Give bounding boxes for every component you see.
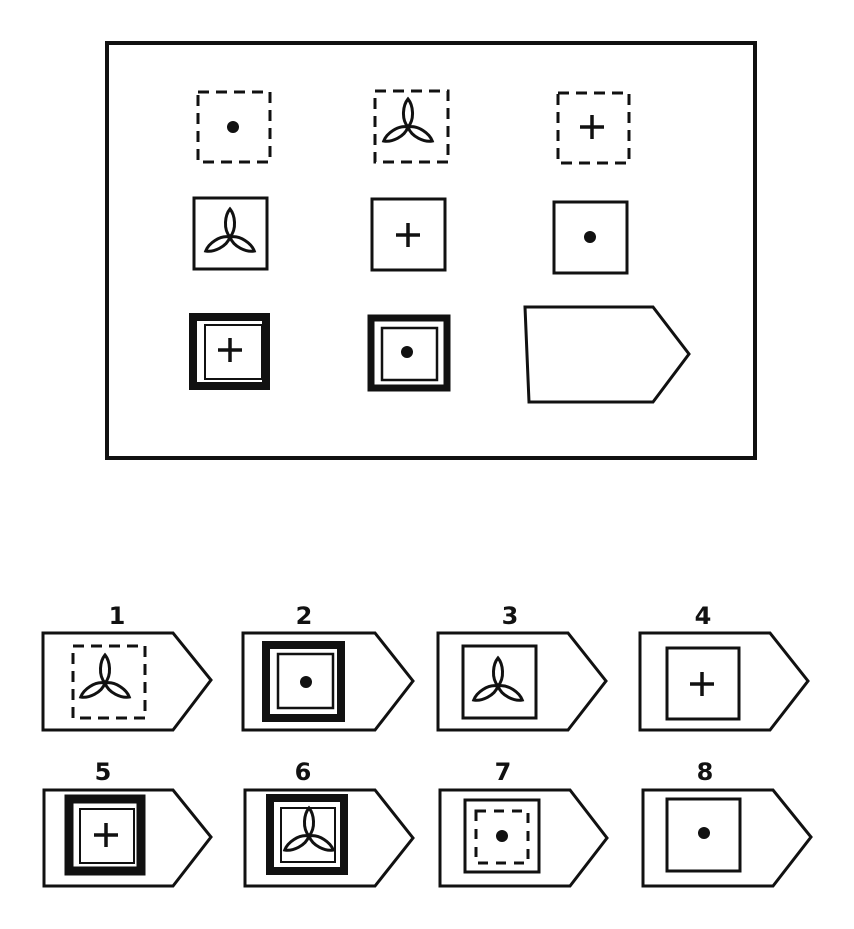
answer-option-7[interactable]: 7 — [438, 758, 609, 888]
option-number: 5 — [95, 758, 112, 786]
matrix-cell-r3c2 — [367, 314, 451, 392]
matrix-cell-r2c2 — [370, 197, 447, 272]
dot-icon — [698, 827, 710, 839]
option-number: 6 — [295, 758, 312, 786]
matrix-frame — [105, 41, 757, 460]
answer-option-1[interactable]: 1 — [41, 602, 213, 732]
matrix-cell-r3c1 — [189, 313, 270, 390]
matrix-cell-r2c1 — [192, 196, 269, 271]
dot-icon — [401, 346, 413, 358]
plus-icon — [578, 113, 606, 141]
option-number: 4 — [695, 602, 712, 630]
option-number: 8 — [697, 758, 714, 786]
answer-option-5[interactable]: 5 — [42, 758, 213, 888]
matrix-cell-r1c3 — [556, 91, 631, 165]
answer-option-8[interactable]: 8 — [641, 758, 813, 888]
dot-icon — [584, 231, 596, 243]
plus-icon — [216, 336, 244, 364]
missing-cell-placeholder — [523, 305, 691, 404]
option-number: 3 — [502, 602, 519, 630]
plus-icon — [394, 221, 422, 249]
option-number: 2 — [296, 602, 313, 630]
option-number: 7 — [495, 758, 512, 786]
answer-option-2[interactable]: 2 — [241, 602, 415, 732]
answer-option-3[interactable]: 3 — [436, 602, 608, 732]
answer-option-6[interactable]: 6 — [243, 758, 415, 888]
dot-icon — [227, 121, 239, 133]
trefoil-icon — [201, 207, 259, 257]
answer-option-4[interactable]: 4 — [638, 602, 810, 732]
option-number: 1 — [109, 602, 126, 630]
dot-icon — [496, 830, 508, 842]
trefoil-icon — [379, 97, 437, 147]
matrix-cell-r2c3 — [552, 200, 629, 275]
matrix-cell-r1c2 — [373, 89, 450, 164]
dot-icon — [300, 676, 312, 688]
matrix-cell-r1c1 — [196, 90, 272, 164]
